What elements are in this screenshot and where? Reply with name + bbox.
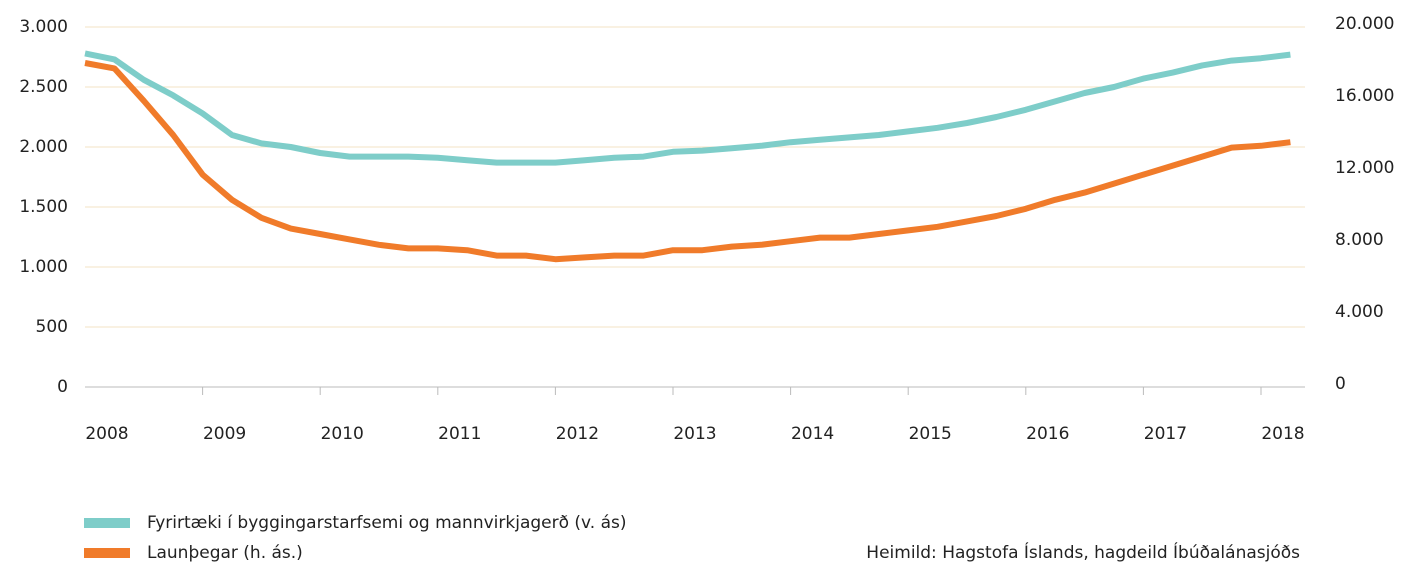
y2-tick-label: 4.000: [1335, 302, 1384, 322]
x-tick-label: 2017: [1144, 424, 1187, 444]
x-tick-label: 2008: [85, 424, 128, 444]
y-tick-label: 2.000: [19, 137, 68, 157]
y2-tick-label: 16.000: [1335, 86, 1394, 106]
y2-tick-label: 20.000: [1335, 14, 1394, 34]
legend-label: Fyrirtæki í byggingarstarfsemi og mannvi…: [147, 513, 627, 533]
x-tick-label: 2015: [909, 424, 952, 444]
x-tick-label: 2014: [791, 424, 834, 444]
x-tick-label: 2011: [438, 424, 481, 444]
y2-tick-label: 0: [1335, 374, 1346, 394]
x-tick-label: 2010: [321, 424, 364, 444]
legend-swatch: [84, 548, 130, 558]
y-tick-label: 1.500: [19, 197, 68, 217]
legend-swatch: [84, 518, 130, 528]
y2-tick-label: 8.000: [1335, 230, 1384, 250]
x-tick-label: 2018: [1261, 424, 1304, 444]
y2-tick-label: 12.000: [1335, 158, 1394, 178]
x-tick-label: 2016: [1026, 424, 1069, 444]
y-tick-label: 2.500: [19, 77, 68, 97]
series-line: [84, 60, 1291, 263]
y-tick-label: 1.000: [19, 257, 68, 277]
legend-label: Launþegar (h. ás.): [147, 543, 303, 563]
x-tick-label: 2009: [203, 424, 246, 444]
x-tick-label: 2012: [556, 424, 599, 444]
source-note: Heimild: Hagstofa Íslands, hagdeild Íbúð…: [866, 541, 1300, 563]
y-tick-label: 3.000: [19, 17, 68, 37]
x-tick-label: 2013: [673, 424, 716, 444]
y-tick-label: 0: [57, 377, 68, 397]
series-line: [84, 50, 1291, 166]
y-tick-label: 500: [36, 317, 68, 337]
